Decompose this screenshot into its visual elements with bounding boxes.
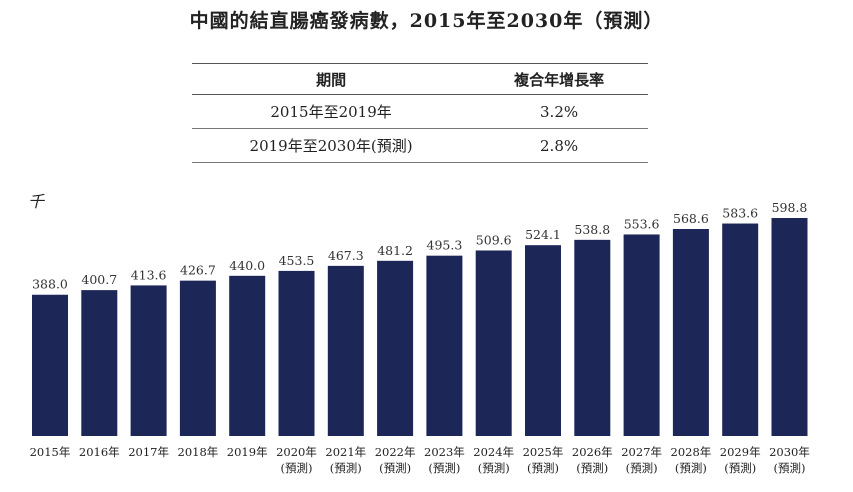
value-label: 495.3 [427, 238, 463, 253]
forecast-note-label: (預測) [428, 461, 460, 475]
forecast-note-label: (預測) [774, 461, 806, 475]
bar-2030年 [771, 218, 808, 436]
x-tick-label: 2024年 [473, 445, 514, 459]
forecast-note-label: (預測) [724, 461, 756, 475]
x-tick-label: 2019年 [227, 445, 268, 459]
bar-2016年 [81, 290, 118, 436]
cagr-table-header-row: 期間 複合年增長率 [192, 63, 648, 95]
bar-2028年 [672, 228, 709, 436]
bar-2017年 [130, 285, 167, 436]
x-tick-label: 2020年 [276, 445, 317, 459]
table-row: 2019年至2030年(預測) 2.8% [192, 128, 648, 163]
rate-cell: 2.8% [470, 128, 648, 163]
value-label: 524.1 [525, 227, 561, 242]
value-label: 400.7 [81, 272, 117, 287]
value-label: 598.8 [772, 200, 808, 215]
x-tick-label: 2023年 [424, 445, 465, 459]
value-label: 583.6 [722, 206, 758, 221]
x-tick-label: 2021年 [325, 445, 366, 459]
x-tick-label: 2017年 [128, 445, 169, 459]
forecast-note-label: (預測) [675, 461, 707, 475]
period-cell: 2015年至2019年 [192, 94, 471, 129]
forecast-note-label: (預測) [281, 461, 313, 475]
x-tick-label: 2027年 [621, 445, 662, 459]
x-tick-label: 2016年 [79, 445, 120, 459]
bar-2029年 [722, 223, 759, 436]
x-tick-label: 2025年 [523, 445, 564, 459]
forecast-note-label: (預測) [527, 461, 559, 475]
value-label: 426.7 [180, 263, 216, 278]
bar-2024年 [475, 250, 512, 436]
cagr-table: 期間 複合年增長率 2015年至2019年 3.2% 2019年至2030年(預… [192, 63, 648, 163]
value-label: 568.6 [673, 211, 709, 226]
cagr-header: 複合年增長率 [470, 63, 648, 95]
bar-2021年 [327, 265, 364, 436]
bar-2022年 [377, 260, 414, 436]
bar-2015年 [32, 294, 68, 436]
value-label: 440.0 [229, 258, 265, 273]
bar-2020年 [278, 270, 315, 436]
x-tick-label: 2018年 [178, 445, 219, 459]
value-label: 453.5 [279, 253, 315, 268]
value-label: 553.6 [624, 216, 660, 231]
period-header: 期間 [192, 63, 471, 95]
forecast-note-label: (預測) [330, 461, 362, 475]
forecast-note-label: (預測) [626, 461, 658, 475]
x-tick-label: 2026年 [572, 445, 613, 459]
x-tick-label: 2029年 [720, 445, 761, 459]
forecast-note-label: (預測) [478, 461, 510, 475]
bar-2019年 [229, 275, 266, 436]
value-label: 467.3 [328, 248, 364, 263]
x-tick-label: 2028年 [671, 445, 712, 459]
rate-cell: 3.2% [470, 94, 648, 129]
x-tick-label: 2030年 [769, 445, 810, 459]
x-tick-label: 2015年 [30, 445, 71, 459]
x-tick-label: 2022年 [375, 445, 416, 459]
value-label: 538.8 [574, 222, 610, 237]
value-label: 509.6 [476, 232, 512, 247]
bar-2018年 [179, 280, 216, 436]
bar-2023年 [426, 255, 463, 436]
table-row: 2015年至2019年 3.2% [192, 94, 648, 129]
period-cell: 2019年至2030年(預測) [192, 128, 471, 163]
bar-2027年 [623, 234, 660, 436]
forecast-note-label: (預測) [379, 461, 411, 475]
forecast-note-label: (預測) [576, 461, 608, 475]
bar-2025年 [525, 245, 561, 436]
value-label: 413.6 [131, 267, 167, 282]
value-label: 481.2 [377, 243, 413, 258]
value-label: 388.0 [32, 277, 68, 292]
unit-label: 千 [28, 192, 45, 211]
chart-title: 中國的結直腸癌發病數，2015年至2030年（預測） [189, 10, 664, 32]
bar-2026年 [574, 239, 611, 436]
